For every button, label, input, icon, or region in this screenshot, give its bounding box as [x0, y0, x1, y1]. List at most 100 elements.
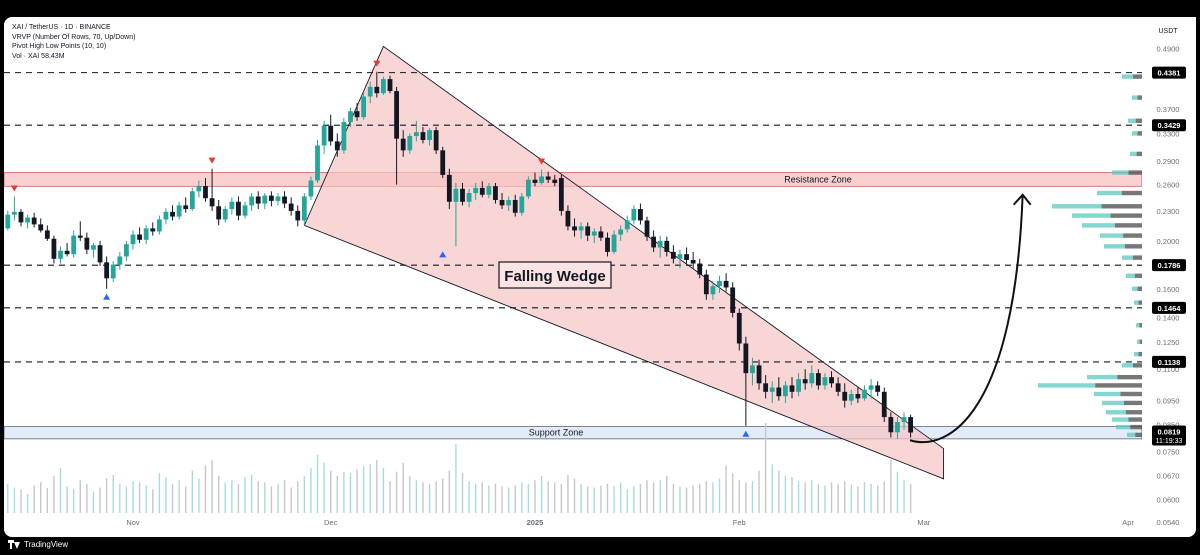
volume-bar [92, 491, 95, 513]
volume-bar [402, 462, 404, 513]
candle-body [835, 383, 841, 392]
candle-body [209, 198, 215, 207]
candle-body [176, 205, 182, 217]
price-tick-label: 0.1400 [1157, 313, 1180, 322]
candle-body [183, 205, 189, 210]
volume-profile-bar-up [1130, 151, 1137, 157]
volume-bar [46, 488, 49, 513]
candle-body [855, 393, 861, 399]
volume-bar [666, 475, 668, 513]
candle-body [341, 122, 347, 151]
pivot-indicator-line[interactable]: Pivot High Low Points (10, 10) [12, 43, 107, 50]
candle-body [420, 132, 426, 141]
volume-bar [718, 478, 721, 513]
volume-bar [547, 481, 549, 513]
volume-bar [152, 489, 154, 513]
candle-body [361, 96, 367, 118]
volume-indicator-line[interactable]: Vol · XAI 58.43M [12, 52, 65, 60]
tradingview-logo[interactable]: TradingView [8, 540, 68, 549]
volume-bar [890, 460, 892, 513]
candle-body [552, 179, 558, 183]
time-tick-label: Apr [1122, 518, 1134, 527]
volume-profile-bar-down [1139, 323, 1142, 328]
candle-body [486, 186, 492, 195]
candle-body [723, 280, 729, 288]
candle-body [196, 186, 202, 192]
volume-profile-bar-down [1128, 170, 1142, 175]
price-axis[interactable]: USDT 0.4900 0.3700 0.3300 0.2900 0.2600 0.2300… [1142, 17, 1196, 527]
price-tick-label: 0.2300 [1157, 207, 1180, 216]
candle-body [328, 125, 334, 142]
candle-body [222, 209, 228, 220]
candle-body [203, 186, 208, 199]
candle-body [216, 206, 222, 220]
volume-profile-bar-down [1121, 190, 1142, 196]
candle-body [156, 219, 162, 232]
volume-bar [422, 482, 424, 513]
candle-body [624, 220, 630, 230]
candle-body [91, 245, 96, 250]
volume-bar [303, 475, 306, 513]
candle-body [730, 287, 736, 313]
volume-bar [758, 470, 760, 513]
volume-bar [521, 482, 523, 513]
candle-body [150, 228, 156, 232]
time-tick-label: Nov [126, 518, 140, 527]
volume-profile-bar-down [1117, 374, 1142, 380]
volume-bar [369, 464, 371, 513]
symbol-line[interactable]: XAI / TetherUS · 1D · BINANCE [12, 24, 111, 31]
volume-bar [257, 481, 259, 513]
volume-profile-bar-up [1052, 204, 1102, 209]
volume-profile-bar-up [1112, 417, 1129, 422]
volume-bar [540, 475, 543, 513]
candle-body [124, 244, 129, 257]
candle-body [862, 389, 867, 399]
candle-body [387, 79, 393, 92]
level-price-label: 0.1138 [1158, 358, 1181, 367]
volume-profile-bar-up [1122, 363, 1133, 368]
candle-body [25, 217, 30, 223]
volume-bar [217, 475, 220, 513]
volume-bar [560, 483, 563, 513]
candle-body [242, 205, 248, 216]
candle-body [796, 379, 801, 392]
volume-bar [903, 480, 905, 513]
time-tick-label: Mar [917, 518, 930, 527]
volume-bar [817, 483, 820, 513]
pivot-low-marker [439, 251, 447, 258]
candle-body [717, 280, 722, 287]
candle-body [427, 130, 432, 141]
candle-body [895, 422, 900, 433]
volume-bar [488, 485, 490, 513]
candle-body [334, 141, 340, 151]
volume-bar [672, 483, 675, 513]
candle-body [532, 179, 538, 183]
last-price-tag [1152, 425, 1186, 446]
volume-bar [646, 480, 648, 513]
volume-bar [626, 489, 628, 513]
vrvp-indicator-line[interactable]: VRVP (Number Of Rows, 70, Up/Down) [12, 33, 136, 41]
candlestick-chart[interactable]: Resistance Zone Support Zone Falling Wedge… [0, 0, 1200, 537]
price-tick-label: 0.3700 [1157, 105, 1180, 114]
candle-body [473, 187, 479, 194]
candle-body [565, 210, 571, 227]
price-tick-label: 0.0670 [1157, 472, 1180, 481]
volume-bar [455, 444, 457, 513]
candle-body [440, 150, 446, 175]
volume-bar [323, 462, 325, 513]
price-tick-label: 0.2000 [1157, 237, 1180, 246]
candle-body [84, 237, 90, 250]
volume-bar [705, 481, 708, 513]
volume-bar [310, 468, 312, 513]
candle-body [802, 379, 808, 384]
volume-bar [481, 482, 483, 513]
candle-body [97, 245, 103, 263]
candle-body [413, 132, 419, 137]
volume-bar [494, 483, 497, 513]
price-tick-label: 0.2600 [1157, 181, 1180, 190]
volume-bar [336, 475, 338, 513]
volume-profile-bar-up [1128, 118, 1136, 123]
candle-body [657, 240, 663, 248]
volume-bar [389, 481, 391, 513]
